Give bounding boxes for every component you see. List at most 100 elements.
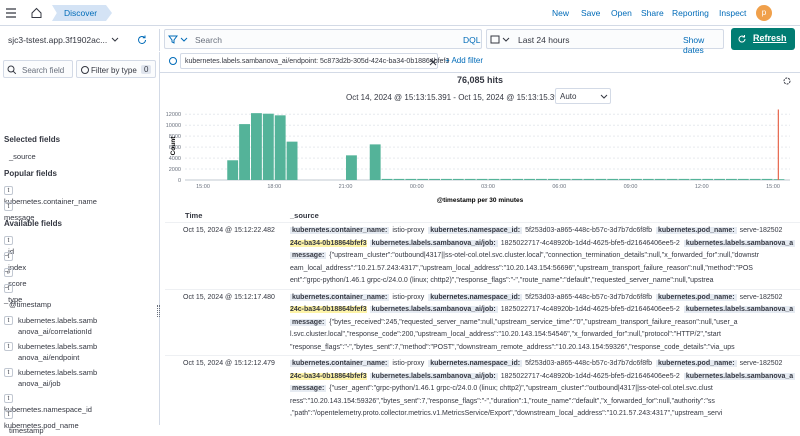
bar [572,179,583,180]
field-key: kubernetes.namespace_id: [428,360,522,367]
field-value: {"bytes_received":245,"requested_server_… [329,319,737,326]
bar [619,179,630,180]
bar [441,179,452,180]
bar [477,179,488,180]
x-tick-label: 15:00 [196,184,210,190]
bar [275,115,286,180]
bar [679,179,690,180]
bar [667,179,678,180]
bar [655,179,666,180]
field-value: istio-proxy [392,227,424,234]
highlight: 24c-ba34-0b18864bfef3 [290,373,367,380]
field-value: 5f253d03-a865-448c-b57c-3d7b7dc6f8fb [525,360,652,367]
bar [429,179,440,180]
field-key: kubernetes.labels.sambanova_ai/job: [370,373,498,380]
source-line: 24c-ba34-0b18864bfef3kubernetes.labels.s… [290,371,800,382]
field-value: 1825022717-4c48920b-1d4d-4625-bfe5-d2164… [501,306,680,313]
bar [607,179,618,180]
x-tick-label: 21:00 [339,184,353,190]
field-key: kubernetes.labels.sambanova_ai/job: [370,240,498,247]
doc-row: Oct 15, 2024 @ 15:12:12.479 kubernetes.co… [165,355,800,421]
bar [417,179,428,180]
field-value: eam_local_address":"10.21.57.243:4317","… [290,265,753,272]
source-line: message:{"user_agent":"grpc-python/1.46.… [290,383,800,394]
x-tick-label: 12:00 [695,184,709,190]
field-value: 1825022717-4c48920b-1d4d-4625-bfe5-d2164… [501,240,680,247]
field-key: kubernetes.container_name: [290,294,389,301]
bar [702,179,713,180]
field-key: kubernetes.namespace_id: [428,227,522,234]
x-tick-label: 06:00 [552,184,566,190]
field-value: ent":"grpc-python/1.46.1 grpc-c/24.0.0 (… [290,277,714,284]
doc-row: Oct 15, 2024 @ 15:12:22.482kubernetes.co… [165,222,800,288]
bar [239,124,250,180]
field-key: message: [290,252,326,259]
bar [382,179,393,180]
y-tick-label: 12000 [166,112,181,118]
document-table: Time _source Oct 15, 2024 @ 15:12:22.482… [165,208,800,425]
field-key: kubernetes.container_name: [290,360,389,367]
field-key: kubernetes.labels.sambanova_ai/job: [370,306,498,313]
y-axis-title: Count [170,136,177,156]
source-line: message:{"upstream_cluster":"outbound|43… [290,250,800,261]
bar [595,179,606,180]
field-value: serve-182502 [740,294,783,301]
column-header: _source [290,211,319,220]
bar [251,113,262,180]
column-header: Time [185,211,202,220]
field-value: serve-182502 [740,227,783,234]
bar [453,179,464,180]
field-value: "response_flags":"-","bytes_sent":7,"met… [290,344,735,351]
source-line: ent":"grpc-python/1.46.1 grpc-c/24.0.0 (… [290,275,800,286]
field-key: kubernetes.pod_name: [656,227,737,234]
y-tick-label: 0 [178,178,181,184]
source-line: 24c-ba34-0b18864bfef3kubernetes.labels.s… [290,238,800,249]
bar [512,179,523,180]
field-key: kubernetes.labels.sambanova_a [684,240,795,247]
bar [489,179,500,180]
bar [405,179,416,180]
field-value: {"upstream_cluster":"outbound|4317||ss-o… [329,252,759,259]
x-tick-label: 03:00 [481,184,495,190]
source-line: kubernetes.container_name:istio-proxykub… [290,225,800,236]
bar [394,179,405,180]
bar [346,155,357,180]
field-key: kubernetes.namespace_id: [428,294,522,301]
field-key: message: [290,385,326,392]
source-line: eam_local_address":"10.21.57.243:4317","… [290,263,800,274]
bar [643,179,654,180]
field-value: 5f253d03-a865-448c-b57c-3d7b7dc6f8fb [525,227,652,234]
bar [738,179,749,180]
field-value: ress":"10.20.143.154:59326","bytes_sent"… [290,398,715,405]
bar [690,179,701,180]
bar [726,179,737,180]
bar [500,179,511,180]
bar [536,179,547,180]
field-value: istio-proxy [392,360,424,367]
field-value: istio-proxy [392,294,424,301]
x-tick-label: 18:00 [267,184,281,190]
bar [227,160,238,180]
source-line: kubernetes.container_name:istio-proxy kub… [290,292,800,303]
source-line: ress":"10.20.143.154:59326","bytes_sent"… [290,396,800,407]
source-line: l.svc.cluster.local","response_code":200… [290,329,800,340]
bar [750,179,761,180]
bar [524,179,535,180]
source-line: "response_flags":"-","bytes_sent":7,"met… [290,342,800,353]
source-line: message:{"bytes_received":245,"requested… [290,317,800,328]
field-key: kubernetes.labels.sambanova_a [684,373,795,380]
bar [548,179,559,180]
highlight: 24c-ba34-0b18864bfef3 [290,240,367,247]
doc-time: Oct 15, 2024 @ 15:12:12.479 [183,360,275,367]
field-name: timestamp [9,425,127,436]
field-key: message: [290,319,326,326]
resize-handle[interactable] [157,305,160,317]
x-tick-label: 15:00 [766,184,780,190]
y-tick-label: 2000 [169,167,181,173]
field-value: 1825022717-4c48920b-1d4d-4625-bfe5-d2164… [501,373,680,380]
field-item[interactable]: timestamp [4,425,134,436]
source-line: 24c-ba34-0b18864bfef3kubernetes.labels.s… [290,304,800,315]
field-value: l.svc.cluster.local","response_code":200… [290,331,721,338]
highlight: 24c-ba34-0b18864bfef3 [290,306,367,313]
bar [560,179,571,180]
